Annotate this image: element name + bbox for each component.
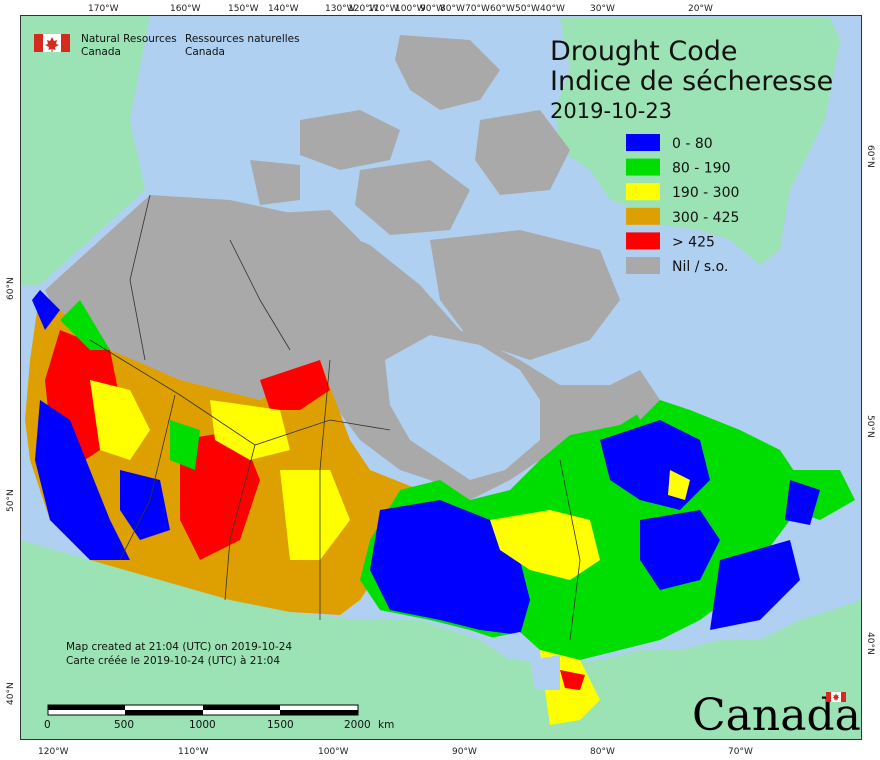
lon-label: 20°W [688,4,713,14]
top-longitude-labels: 170°W 160°W 150°W 140°W 130°W 120°W 110°… [88,4,713,14]
great-lakes [480,632,560,690]
lon-label: 100°W [395,4,426,14]
left-latitude-labels: 60°N 50°N 40°N [6,277,16,705]
legend-label: 0 - 80 [672,136,713,152]
map-border [20,15,862,740]
map-date: 2019-10-23 [550,99,672,123]
lon-label: 70°W [465,4,490,14]
agency-name-fr-line1: Ressources naturelles [185,33,300,45]
legend: 0 - 80 80 - 190 190 - 300 300 - 425 > 425 Nil… [626,134,739,275]
legend-label: > 425 [672,234,715,250]
lon-label: 110°W [178,747,209,757]
legend-swatch [626,207,660,225]
western-drought-zones [25,290,420,615]
agency-name-en-line1: Natural Resources [81,33,177,45]
lon-label: 70°W [728,747,753,757]
lon-label: 110°W [368,4,399,14]
greenland-land [555,18,840,265]
legend-label: 300 - 425 [672,210,739,226]
canada-flag-icon [34,34,70,52]
lon-label: 130°W [325,4,356,14]
lat-label: 40°N [865,632,875,655]
legend-swatch [626,134,660,151]
eastern-drought-zones [360,380,855,725]
lon-label: 150°W [228,4,259,14]
lon-label: 50°W [515,4,540,14]
scale-label: 1500 [267,719,294,731]
scale-label: 500 [114,719,134,731]
legend-swatch [626,158,660,176]
lon-label: 60°W [490,4,515,14]
lon-label: 120°W [348,4,379,14]
legend-swatch [626,232,660,250]
lon-label: 90°W [452,747,477,757]
usa-land [20,540,862,740]
agency-signature: Natural Resources Canada Ressources natu… [34,33,300,58]
lon-label: 80°W [440,4,465,14]
lat-label: 60°N [6,277,16,300]
lon-label: 100°W [318,747,349,757]
scale-label: 1000 [189,719,216,731]
canada-wordmark: Canada [692,690,861,741]
provincial-boundaries [89,194,581,641]
lat-label: 40°N [6,682,16,705]
legend-swatch [626,183,660,201]
lon-label: 90°W [420,4,445,14]
wordmark-flag-icon [826,692,846,702]
credit-line-fr: Carte créée le 2019-10-24 (UTC) à 21:04 [66,655,280,667]
credit-line-en: Map created at 21:04 (UTC) on 2019-10-24 [66,641,292,653]
legend-swatch [626,257,660,274]
map-title-en: Drought Code [550,36,737,67]
legend-label: 190 - 300 [672,185,739,201]
scale-label: 0 [44,719,51,731]
scale-unit: km [378,719,394,731]
agency-name-en-line2: Canada [81,46,121,58]
lon-label: 170°W [88,4,119,14]
lat-label: 50°N [6,489,16,512]
legend-label: 80 - 190 [672,161,731,177]
scale-bar: 0 500 1000 1500 2000 km [44,704,394,731]
agency-name-fr-line2: Canada [185,46,225,58]
hudson-bay [385,335,540,480]
lon-label: 40°W [540,4,565,14]
bottom-longitude-labels: 120°W 110°W 100°W 90°W 80°W 70°W [38,747,753,757]
scale-label: 2000 [344,719,371,731]
lon-label: 30°W [590,4,615,14]
lon-label: 160°W [170,4,201,14]
lat-label: 60°N [865,145,875,168]
lon-label: 120°W [38,747,69,757]
alaska-land [20,15,150,285]
lat-label: 50°N [865,415,875,438]
lon-label: 80°W [590,747,615,757]
right-latitude-labels: 60°N 50°N 40°N [865,145,875,655]
map-title-fr: Indice de sécheresse [550,66,833,97]
lon-label: 140°W [268,4,299,14]
legend-label: Nil / s.o. [672,259,728,275]
